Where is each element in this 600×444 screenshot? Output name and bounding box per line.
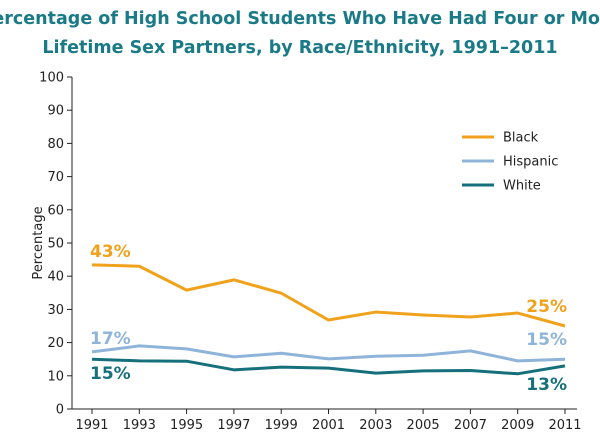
y-tick-label: 60 [47, 203, 64, 218]
chart-title-line-1: Percentage of High School Students Who H… [0, 9, 600, 29]
x-tick-label: 1997 [217, 418, 250, 433]
y-tick-label: 90 [47, 104, 64, 119]
series-line-hispanic [91, 344, 566, 363]
y-axis-label: Percentage [31, 206, 46, 279]
x-tick-label: 2005 [407, 418, 440, 433]
y-tick-label: 10 [47, 369, 64, 384]
x-tick-label: 2001 [312, 418, 345, 433]
x-tick-label: 2003 [359, 418, 392, 433]
x-tick-label: 1995 [170, 418, 203, 433]
series-line-black [91, 263, 566, 328]
y-tick-label: 70 [47, 170, 64, 185]
x-tick-label: 2011 [548, 418, 581, 433]
start-label-white: 15% [90, 364, 131, 384]
start-label-hispanic: 17% [90, 329, 131, 349]
series-line-white [91, 357, 566, 376]
y-tick-label: 30 [47, 303, 64, 318]
y-tick-label: 80 [47, 137, 64, 152]
y-tick-label: 0 [56, 403, 64, 418]
legend-label-white: White [503, 179, 541, 194]
x-tick-label: 1991 [75, 418, 108, 433]
legend-label-black: Black [503, 131, 539, 146]
y-tick-label: 40 [47, 270, 64, 285]
end-label-black: 25% [526, 297, 567, 317]
y-tick-label: 20 [47, 336, 64, 351]
start-label-black: 43% [90, 242, 131, 262]
chart-title-line-2: Lifetime Sex Partners, by Race/Ethnicity… [42, 38, 557, 58]
y-tick-label: 50 [47, 237, 64, 252]
x-tick-label: 2007 [454, 418, 487, 433]
x-tick-label: 1999 [265, 418, 298, 433]
end-label-hispanic: 15% [526, 330, 567, 350]
x-tick-label: 1993 [123, 418, 156, 433]
legend-label-hispanic: Hispanic [503, 155, 558, 170]
y-tick-label: 100 [39, 71, 64, 86]
x-tick-label: 2009 [501, 418, 534, 433]
end-label-white: 13% [526, 375, 567, 395]
